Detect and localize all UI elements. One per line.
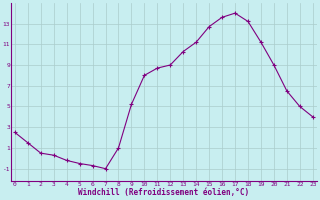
X-axis label: Windchill (Refroidissement éolien,°C): Windchill (Refroidissement éolien,°C): [78, 188, 249, 197]
